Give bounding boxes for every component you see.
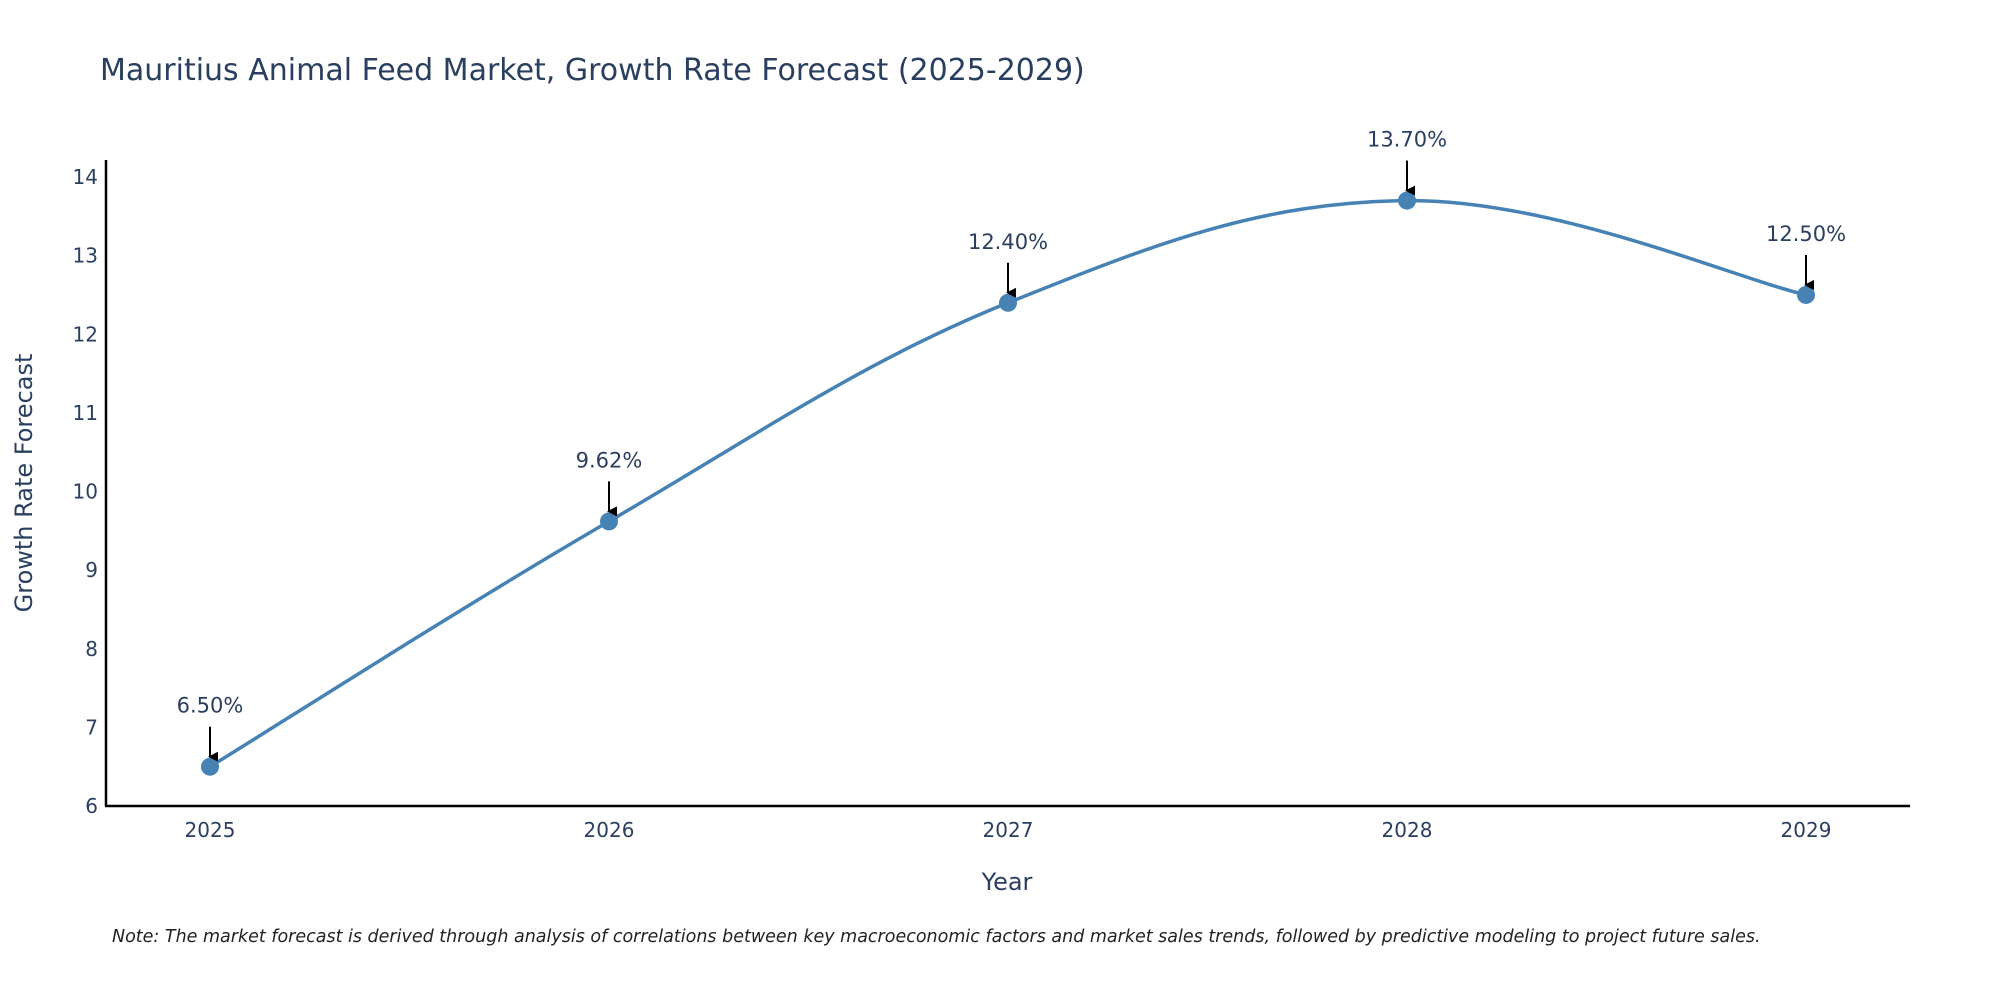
y-axis-title: Growth Rate Forecast <box>10 354 38 613</box>
y-tick-label: 13 <box>73 244 98 268</box>
x-axis-title: Year <box>981 868 1033 896</box>
y-tick-label: 6 <box>85 794 98 818</box>
x-tick-label: 2028 <box>1382 818 1433 842</box>
y-tick-label: 9 <box>85 558 98 582</box>
plot-area: 6 7 8 9 10 11 12 13 14 2025 2026 2027 2028 2029 6.50% 9… <box>73 128 1910 842</box>
data-label: 6.50% <box>177 694 244 718</box>
x-tick-label: 2026 <box>584 818 635 842</box>
chart-title: Mauritius Animal Feed Market, Growth Rat… <box>100 53 1085 88</box>
y-tick-label: 12 <box>73 322 98 346</box>
data-label: 12.40% <box>968 230 1048 254</box>
data-label: 12.50% <box>1766 222 1846 246</box>
y-tick-label: 10 <box>73 480 98 504</box>
y-tick-label: 14 <box>73 165 98 189</box>
y-tick-label: 11 <box>73 401 98 425</box>
data-point[interactable] <box>1797 285 1815 304</box>
data-label: 9.62% <box>576 448 643 472</box>
data-point[interactable] <box>1398 191 1416 210</box>
y-tick-label: 8 <box>85 637 98 661</box>
data-point[interactable] <box>201 757 219 776</box>
x-tick-label: 2025 <box>185 818 236 842</box>
y-tick-label: 7 <box>85 715 98 739</box>
x-tick-label: 2029 <box>1781 818 1832 842</box>
footnote: Note: The market forecast is derived thr… <box>112 927 1761 947</box>
x-tick-label: 2027 <box>983 818 1034 842</box>
data-label: 13.70% <box>1367 128 1447 152</box>
data-point[interactable] <box>600 512 618 531</box>
data-point[interactable] <box>999 293 1017 312</box>
